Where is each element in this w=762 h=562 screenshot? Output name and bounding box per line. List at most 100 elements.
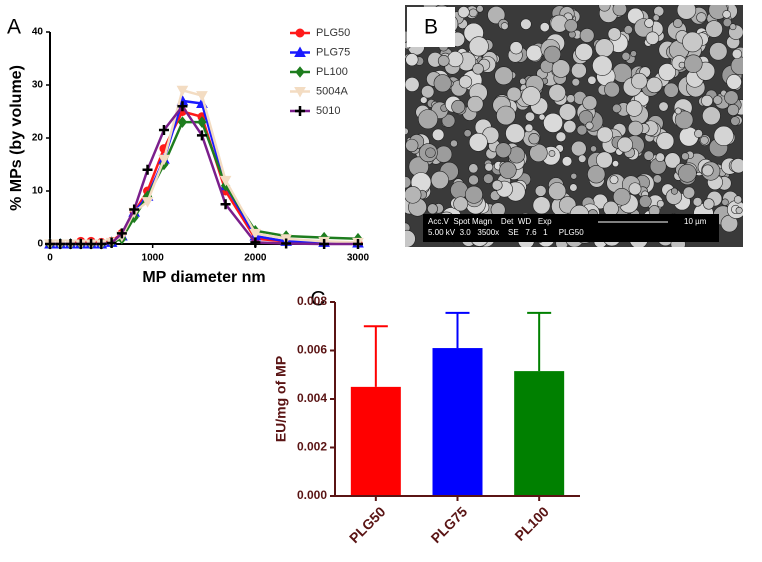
sphere [652,14,660,22]
sphere [500,22,509,31]
sphere [672,18,683,29]
sphere [587,75,597,85]
sphere [543,112,564,133]
legend-marker [294,46,306,57]
info-values: 5.00 kV 3.0 3500x SE 7.6 1 PLG50 [428,228,584,237]
sphere [575,43,593,61]
sphere [582,95,598,111]
sphere [702,106,721,126]
sphere [682,31,703,53]
y-tick-label: 0.008 [297,294,327,308]
sphere [701,164,714,177]
scale-label: 10 µm [684,217,707,226]
legend-label: 5004A [316,85,348,97]
sphere [730,116,740,126]
data-point [86,239,97,249]
sphere [578,154,587,163]
data-point [45,239,55,249]
sphere [499,161,517,179]
sphere [721,198,729,206]
sphere [468,174,479,186]
sphere [664,152,681,169]
sphere [476,5,484,13]
sphere [646,76,663,94]
sphere [676,5,697,20]
sphere [437,54,450,67]
data-point [158,125,169,136]
sphere [585,121,594,130]
sphere [705,20,723,38]
sphere [421,85,435,99]
legend-label: PL100 [316,66,348,78]
sphere [731,48,743,60]
sphere [590,145,597,153]
sphere [430,170,449,190]
sphere [505,123,526,144]
sphere [509,41,523,55]
sphere [604,81,620,98]
sphere [447,51,464,68]
sphere [405,77,420,92]
sphere [453,196,469,212]
y-tick-label: 0.004 [297,391,327,405]
sphere [612,5,628,17]
sphere [598,5,611,12]
sphere [433,74,452,93]
sphere [638,195,652,208]
sphere [496,105,516,126]
panel-label-box [407,7,455,47]
sphere [682,186,696,199]
sphere [441,113,456,128]
sphere [612,187,631,206]
sphere [561,156,573,167]
sphere [564,19,578,33]
bar [514,371,565,496]
info-header: Acc.V Spot Magn Det WD Exp [428,217,552,226]
sphere [674,110,694,130]
x-tick-label: 1000 [142,253,165,264]
sphere [405,229,416,247]
data-point [75,239,86,249]
y-tick-label: 20 [32,133,44,144]
sphere [435,145,453,163]
sphere [432,128,445,141]
data-point [219,175,232,187]
sphere [595,151,613,169]
sphere [596,126,613,143]
bar [350,386,401,496]
sphere [526,44,543,62]
y-axis-label: % MPs (by volume) [8,65,25,211]
data-point [319,239,330,249]
sphere [713,125,734,146]
sphere [450,139,458,148]
sphere [457,6,470,19]
sphere [405,186,422,204]
sphere [652,174,662,184]
sphere [594,38,614,58]
panel-label: C [310,288,325,311]
sphere [539,22,550,33]
sphere [464,185,483,204]
x-tick-label: 3000 [347,253,370,264]
sphere [692,197,703,207]
y-tick-label: 10 [32,186,44,197]
series-line [50,110,359,246]
sphere [468,163,479,174]
sphere [699,135,709,145]
sphere [405,138,419,153]
error-bar [445,311,470,349]
panel-label: B [424,16,438,39]
data-point [281,238,292,249]
sphere [729,23,737,31]
sphere [579,28,595,43]
sphere [529,143,548,163]
sphere [684,54,703,73]
x-tick-label: 0 [47,253,53,264]
sphere [609,175,619,185]
sphere [543,45,561,64]
data-point [65,239,76,249]
sphere [468,36,489,57]
sphere [612,160,620,168]
data-point [96,239,107,249]
sphere [484,162,494,172]
